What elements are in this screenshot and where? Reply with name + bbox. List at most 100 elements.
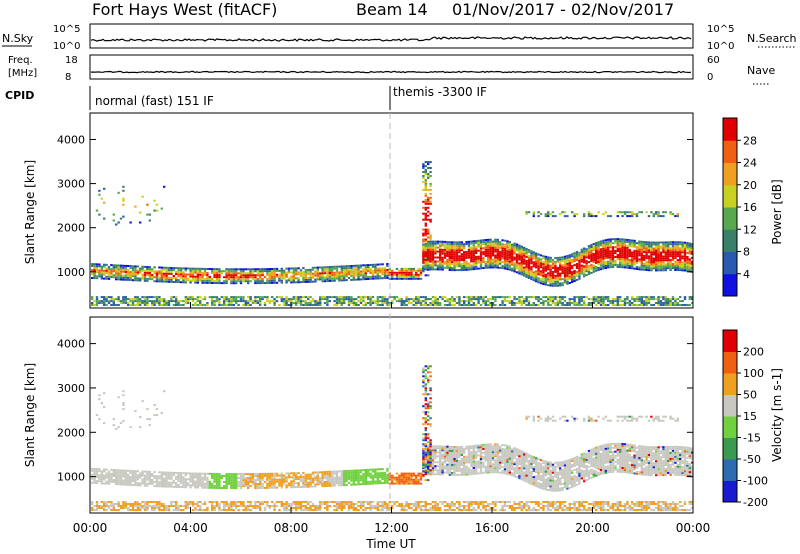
power-cell [650, 296, 653, 299]
velocity-cell [345, 478, 348, 480]
velocity-cell [309, 509, 312, 511]
power-cell [573, 272, 576, 274]
velocity-cell [307, 475, 310, 478]
power-cell [105, 277, 108, 280]
velocity-cell [283, 478, 286, 481]
power-cell [475, 252, 478, 254]
power-cell [652, 249, 655, 252]
power-cell [427, 177, 430, 179]
power-cell [424, 298, 427, 301]
velocity-cell [112, 424, 115, 427]
velocity-cell [122, 471, 125, 474]
velocity-cell [299, 476, 303, 478]
power-cell [578, 275, 581, 278]
power-cell [650, 249, 653, 252]
power-cell [163, 300, 166, 303]
velocity-cell [386, 505, 389, 507]
power-cell [235, 276, 238, 279]
power-cell [417, 296, 420, 299]
power-cell [559, 260, 562, 263]
power-cell [290, 271, 293, 274]
power-cell [640, 296, 643, 299]
power-cell [381, 302, 384, 304]
power-cell [592, 296, 595, 299]
power-cell [343, 271, 346, 274]
velocity-cell [249, 503, 252, 505]
velocity-cell [259, 484, 262, 487]
power-cell [554, 269, 557, 271]
power-cell [436, 246, 439, 249]
velocity-cell [304, 481, 307, 484]
power-cell [645, 255, 648, 258]
power-cell [679, 296, 682, 299]
power-cell [439, 302, 442, 304]
power-cell [302, 267, 305, 270]
velocity-cell [115, 473, 118, 476]
velocity-cell [302, 505, 305, 507]
velocity-cell [191, 501, 195, 503]
power-cell [429, 171, 432, 173]
power-cell [182, 281, 185, 284]
velocity-cell [256, 475, 259, 477]
power-cell [532, 279, 535, 282]
velocity-cell [199, 480, 202, 483]
power-cell [640, 240, 643, 243]
power-cell [146, 298, 149, 301]
power-cell [539, 264, 543, 267]
power-cell [535, 264, 538, 267]
power-cell [100, 265, 103, 268]
velocity-cell [151, 482, 154, 485]
velocity-cell [338, 503, 341, 505]
power-cell [645, 267, 648, 269]
power-cell [311, 280, 315, 283]
velocity-cell [122, 475, 125, 478]
velocity-cell [340, 509, 343, 511]
power-cell [664, 267, 667, 270]
power-cell [561, 298, 564, 301]
velocity-cell [407, 474, 411, 477]
power-cell [170, 278, 173, 281]
velocity-cell [201, 472, 204, 475]
power-cell [179, 300, 183, 303]
power-cell [662, 215, 665, 218]
power-cell [239, 296, 243, 299]
power-cell [501, 300, 504, 303]
velocity-cell [266, 472, 269, 475]
power-cell [165, 276, 168, 279]
power-cell [225, 272, 228, 275]
velocity-cell [103, 503, 106, 505]
power-cell [263, 270, 267, 273]
power-cell [271, 273, 274, 276]
power-cell [482, 261, 485, 264]
power-cell [489, 302, 492, 304]
power-cell [513, 248, 516, 251]
velocity-cell [307, 503, 310, 505]
power-cell [391, 269, 394, 272]
power-cell [508, 262, 511, 265]
power-cell [662, 302, 665, 304]
y-tick-label: 2000 [57, 222, 85, 235]
power-cell [482, 267, 485, 269]
power-cell [163, 302, 166, 304]
velocity-cell [98, 398, 101, 401]
power-cell [691, 262, 694, 265]
velocity-cell [290, 503, 293, 505]
power-cell [477, 245, 480, 248]
power-cell [436, 302, 439, 304]
power-cell [511, 269, 514, 272]
power-cell [431, 262, 435, 265]
power-cell [422, 255, 425, 258]
power-cell [626, 266, 629, 269]
power-cell [484, 266, 487, 269]
power-cell [467, 256, 471, 259]
velocity-cell [410, 482, 413, 485]
power-cell [652, 213, 655, 216]
power-cell [561, 264, 564, 267]
power-cell [664, 257, 667, 260]
velocity-cell [232, 483, 235, 486]
power-cell [566, 259, 569, 261]
velocity-cell [311, 503, 315, 505]
velocity-cell [115, 471, 118, 474]
power-cell [691, 302, 694, 304]
power-cell [218, 274, 221, 277]
